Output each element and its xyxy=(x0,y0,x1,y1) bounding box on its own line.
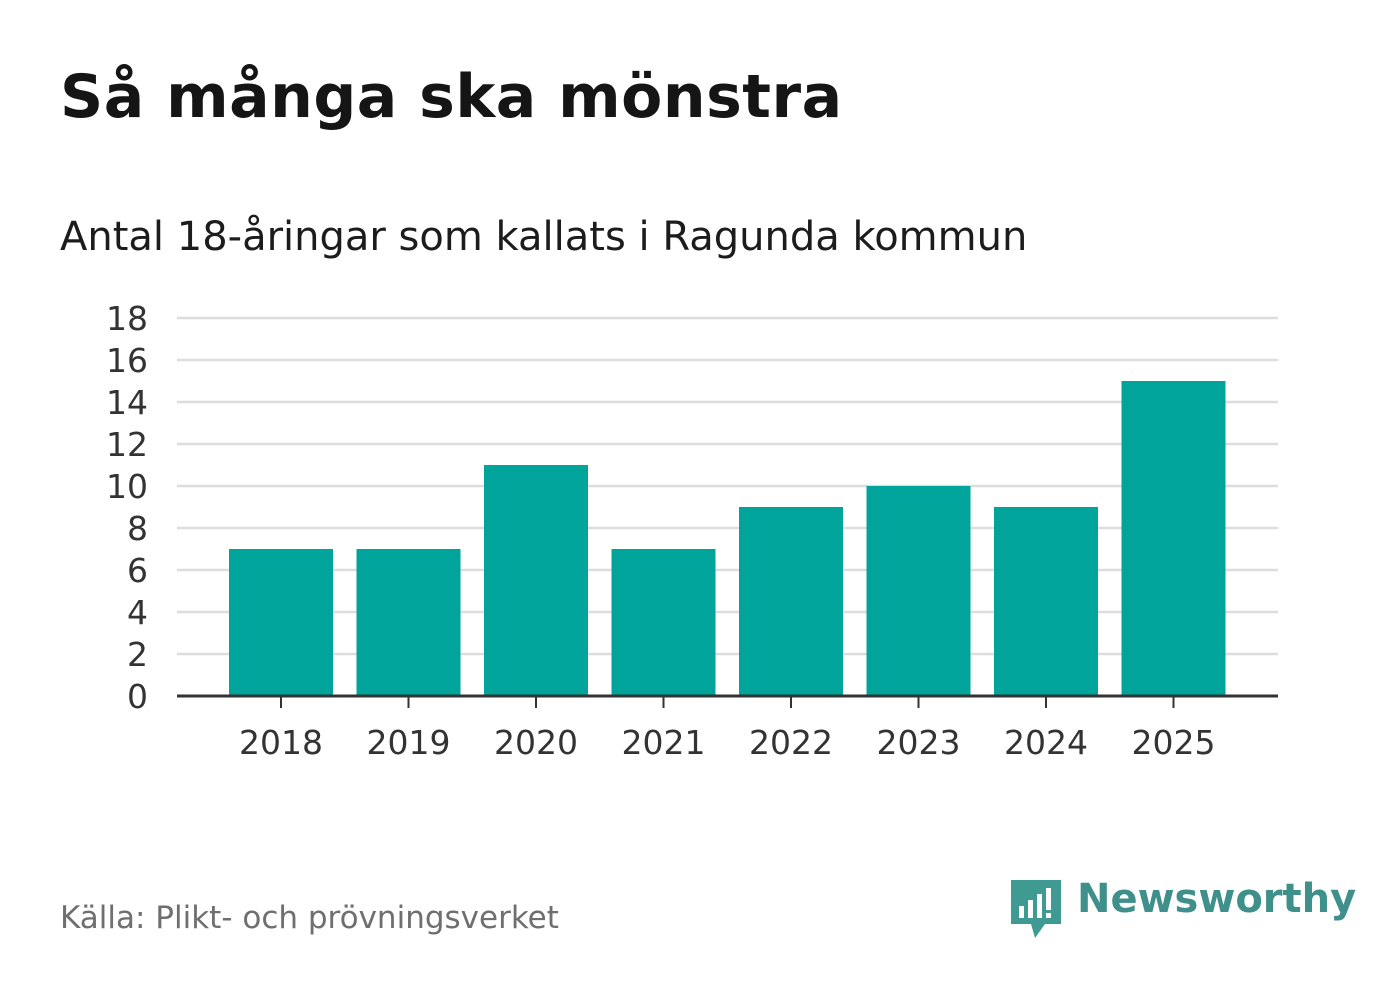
bar-2018 xyxy=(229,549,333,696)
y-tick-label: 18 xyxy=(106,299,148,338)
bar-2025 xyxy=(1121,381,1226,696)
newsworthy-logo: Newsworthy xyxy=(1011,876,1356,942)
x-tick-label: 2025 xyxy=(1132,723,1216,762)
bar-2019 xyxy=(356,549,461,696)
y-tick-label: 4 xyxy=(127,593,148,632)
bar-2023 xyxy=(866,486,971,696)
chart-subtitle: Antal 18-åringar som kallats i Ragunda k… xyxy=(60,214,1028,260)
bar-2022 xyxy=(739,507,843,696)
x-tick-label: 2018 xyxy=(239,723,323,762)
x-tick-label: 2020 xyxy=(494,723,578,762)
x-tick-label: 2022 xyxy=(749,723,833,762)
bar-2024 xyxy=(994,507,1098,696)
x-tick-label: 2019 xyxy=(367,723,451,762)
y-tick-label: 0 xyxy=(127,677,148,716)
y-tick-label: 14 xyxy=(106,383,148,422)
y-tick-label: 16 xyxy=(106,341,148,380)
brand-name: Newsworthy xyxy=(1077,876,1357,922)
x-tick-label: 2021 xyxy=(622,723,706,762)
x-tick-label: 2023 xyxy=(877,723,961,762)
bar-2021 xyxy=(611,549,716,696)
y-tick-label: 12 xyxy=(106,425,148,464)
source-note: Källa: Plikt- och prövningsverket xyxy=(60,900,559,936)
x-tick-label: 2024 xyxy=(1004,723,1088,762)
bar-chart-speech-bubble-icon xyxy=(1011,880,1061,942)
y-tick-label: 6 xyxy=(127,551,148,590)
y-tick-label: 10 xyxy=(106,467,148,506)
y-tick-label: 2 xyxy=(127,635,148,674)
y-tick-label: 8 xyxy=(127,509,148,548)
chart-title: Så många ska mönstra xyxy=(60,62,843,132)
bar-2020 xyxy=(484,465,588,696)
